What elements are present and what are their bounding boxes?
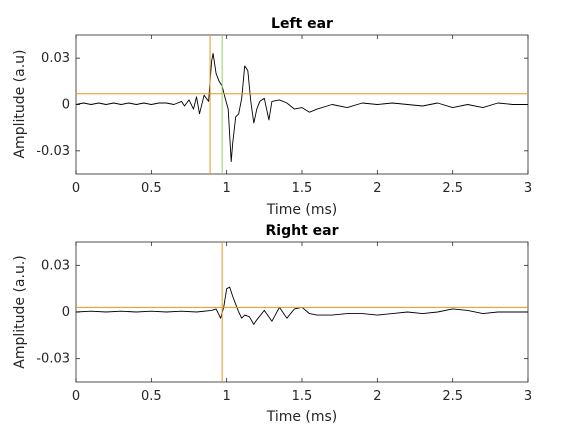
y-tick-label: 0 — [62, 98, 70, 113]
y-tick-label: 0.03 — [41, 51, 70, 66]
y-tick-label: 0 — [62, 305, 70, 320]
x-tick-label: 1.5 — [292, 181, 313, 196]
chart-right-ear: Right ear 0 0.5 1 1.5 2 2.5 3 0.03 0 -0.03 Time (… — [12, 223, 532, 425]
x-tick-label: 3 — [524, 181, 532, 196]
x-tick-label: 0.5 — [141, 389, 162, 404]
y-axis-label: Amplitude (a.u) — [12, 49, 28, 158]
y-axis-label: Amplitude (a.u.) — [12, 255, 28, 368]
signal-line — [75, 286, 528, 325]
y-tick-label: -0.03 — [36, 352, 70, 367]
x-tick-label: 2 — [373, 389, 381, 404]
x-tick-label: 3 — [524, 389, 532, 404]
x-axis-label: Time (ms) — [266, 409, 338, 425]
axes-box — [75, 34, 529, 175]
x-tick-label: 2.5 — [442, 389, 463, 404]
signal-line — [75, 53, 528, 163]
x-tick-label: 0.5 — [141, 181, 162, 196]
chart-left-ear: Left ear 0 0.5 1 1.5 2 2.5 3 0.03 0 -0.03 Time (m… — [12, 16, 532, 218]
x-axis-label: Time (ms) — [266, 202, 338, 218]
x-tick-label: 1 — [223, 389, 231, 404]
y-tick-label: -0.03 — [36, 144, 70, 159]
x-tick-label: 1.5 — [292, 389, 313, 404]
plot-area: 0 0.5 1 1.5 2 2.5 3 0.03 0 -0.03 — [36, 34, 532, 196]
x-tick-label: 0 — [72, 389, 80, 404]
x-tick-label: 2.5 — [442, 181, 463, 196]
y-tick-label: 0.03 — [41, 258, 70, 273]
x-tick-label: 2 — [373, 181, 381, 196]
x-tick-label: 0 — [72, 181, 80, 196]
chart-title: Left ear — [271, 16, 333, 32]
plot-area: 0 0.5 1 1.5 2 2.5 3 0.03 0 -0.03 — [36, 241, 532, 404]
x-tick-label: 1 — [223, 181, 231, 196]
chart-title: Right ear — [266, 223, 339, 239]
